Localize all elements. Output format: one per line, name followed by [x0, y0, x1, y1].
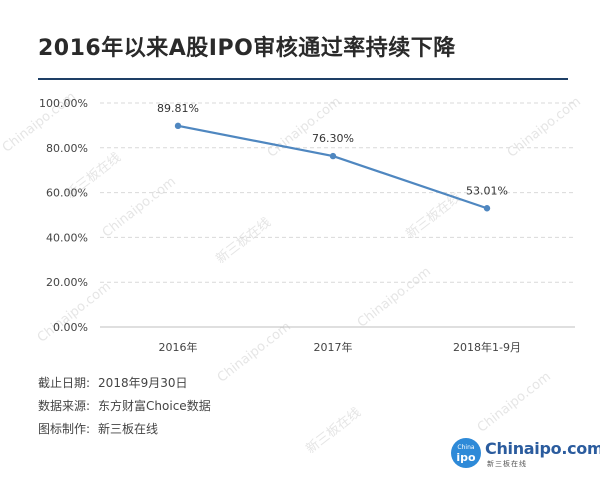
chinaipo-logo: China ipo Chinaipo.com 新三板在线 — [451, 438, 600, 472]
note-value: 东方财富Choice数据 — [98, 399, 211, 413]
note-value: 新三板在线 — [98, 422, 159, 436]
y-tick-label: 80.00% — [46, 142, 88, 155]
data-label: 53.01% — [466, 184, 508, 197]
watermark-text: 新三板在线 — [303, 405, 364, 457]
data-point — [174, 122, 182, 130]
x-tick-label: 2018年1-9月 — [453, 340, 521, 354]
line-chart: 0.00% 20.00% 40.00% 60.00% 80.00% 100.00% 201… — [39, 97, 575, 354]
logo-badge-icon: China ipo — [451, 438, 481, 468]
watermark-text: Chinaipo.com — [474, 369, 554, 436]
note-label: 截止日期: — [38, 376, 91, 390]
y-tick-label: 0.00% — [53, 321, 88, 334]
note-data-source: 数据来源: 东方财富Choice数据 — [38, 395, 211, 418]
title-underline — [38, 78, 568, 80]
y-tick-label: 40.00% — [46, 231, 88, 244]
x-tick-label: 2017年 — [314, 340, 353, 354]
y-tick-label: 60.00% — [46, 187, 88, 200]
data-point — [329, 152, 337, 160]
data-point — [483, 205, 491, 212]
note-value: 2018年9月30日 — [98, 376, 188, 390]
chart-title: 2016年以来A股IPO审核通过率持续下降 — [38, 36, 456, 61]
y-tick-label: 100.00% — [39, 97, 88, 110]
note-chart-maker: 图标制作: 新三板在线 — [38, 418, 211, 441]
note-label: 图标制作: — [38, 422, 91, 436]
footnotes: 截止日期: 2018年9月30日 数据来源: 东方财富Choice数据 图标制作: 新… — [38, 372, 211, 441]
data-label: 89.81% — [157, 102, 199, 115]
data-label: 76.30% — [312, 132, 354, 145]
logo-wordmark: Chinaipo.com — [485, 439, 600, 458]
logo-subtitle: 新三板在线 — [487, 460, 527, 468]
x-tick-label: 2016年 — [159, 340, 198, 354]
y-tick-label: 20.00% — [46, 276, 88, 289]
note-label: 数据来源: — [38, 399, 91, 413]
note-cutoff-date: 截止日期: 2018年9月30日 — [38, 372, 211, 395]
